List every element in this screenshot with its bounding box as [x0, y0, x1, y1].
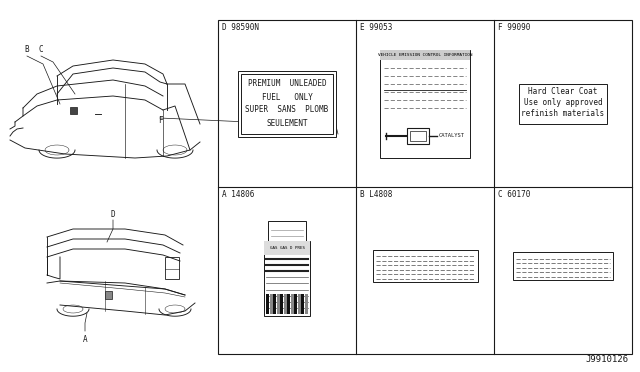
Bar — [407, 128, 429, 144]
Text: E 99053: E 99053 — [360, 23, 392, 32]
Bar — [238, 71, 336, 137]
Text: B L4808: B L4808 — [360, 190, 392, 199]
Text: SEULEMENT: SEULEMENT — [266, 119, 308, 128]
Bar — [305, 294, 307, 314]
Text: C 60170: C 60170 — [498, 190, 531, 199]
Bar — [276, 294, 280, 314]
Bar — [218, 20, 632, 354]
Bar — [380, 49, 470, 60]
Text: A: A — [83, 335, 87, 344]
Text: GAS GAS D PRES: GAS GAS D PRES — [269, 246, 305, 250]
Text: PREMIUM  UNLEADED: PREMIUM UNLEADED — [248, 80, 326, 89]
Bar — [241, 74, 333, 134]
Bar — [70, 107, 77, 114]
Bar — [165, 257, 179, 279]
Bar — [105, 291, 112, 299]
Bar — [513, 251, 613, 279]
Text: F: F — [157, 116, 163, 125]
Text: J9910126: J9910126 — [585, 355, 628, 364]
Bar — [269, 294, 273, 314]
Bar — [280, 294, 283, 314]
Bar — [284, 294, 287, 314]
Text: C: C — [38, 45, 44, 54]
Bar — [268, 221, 306, 241]
Text: FUEL   ONLY: FUEL ONLY — [262, 93, 312, 102]
Bar — [372, 250, 477, 282]
Bar — [380, 49, 470, 157]
Bar — [266, 294, 269, 314]
Text: CATALYST: CATALYST — [439, 133, 465, 138]
Text: SUPER  SANS  PLOMB: SUPER SANS PLOMB — [245, 106, 328, 115]
Text: A 14806: A 14806 — [222, 190, 254, 199]
Bar — [294, 294, 297, 314]
Text: Use only approved: Use only approved — [524, 98, 602, 107]
Bar — [291, 294, 294, 314]
Bar — [519, 83, 607, 124]
Bar — [264, 241, 310, 316]
Bar — [264, 241, 310, 255]
Bar — [301, 294, 304, 314]
Bar — [298, 294, 301, 314]
Text: F 99090: F 99090 — [498, 23, 531, 32]
Bar — [273, 294, 276, 314]
Bar — [410, 131, 426, 141]
Bar — [287, 294, 290, 314]
Text: D: D — [111, 210, 115, 219]
Text: VEHICLE EMISSION CONTROL INFORMATION: VEHICLE EMISSION CONTROL INFORMATION — [378, 52, 472, 57]
Text: refinish materials: refinish materials — [522, 109, 605, 118]
Text: D 98590N: D 98590N — [222, 23, 259, 32]
Text: Hard Clear Coat: Hard Clear Coat — [528, 87, 598, 96]
Text: B: B — [25, 45, 29, 54]
